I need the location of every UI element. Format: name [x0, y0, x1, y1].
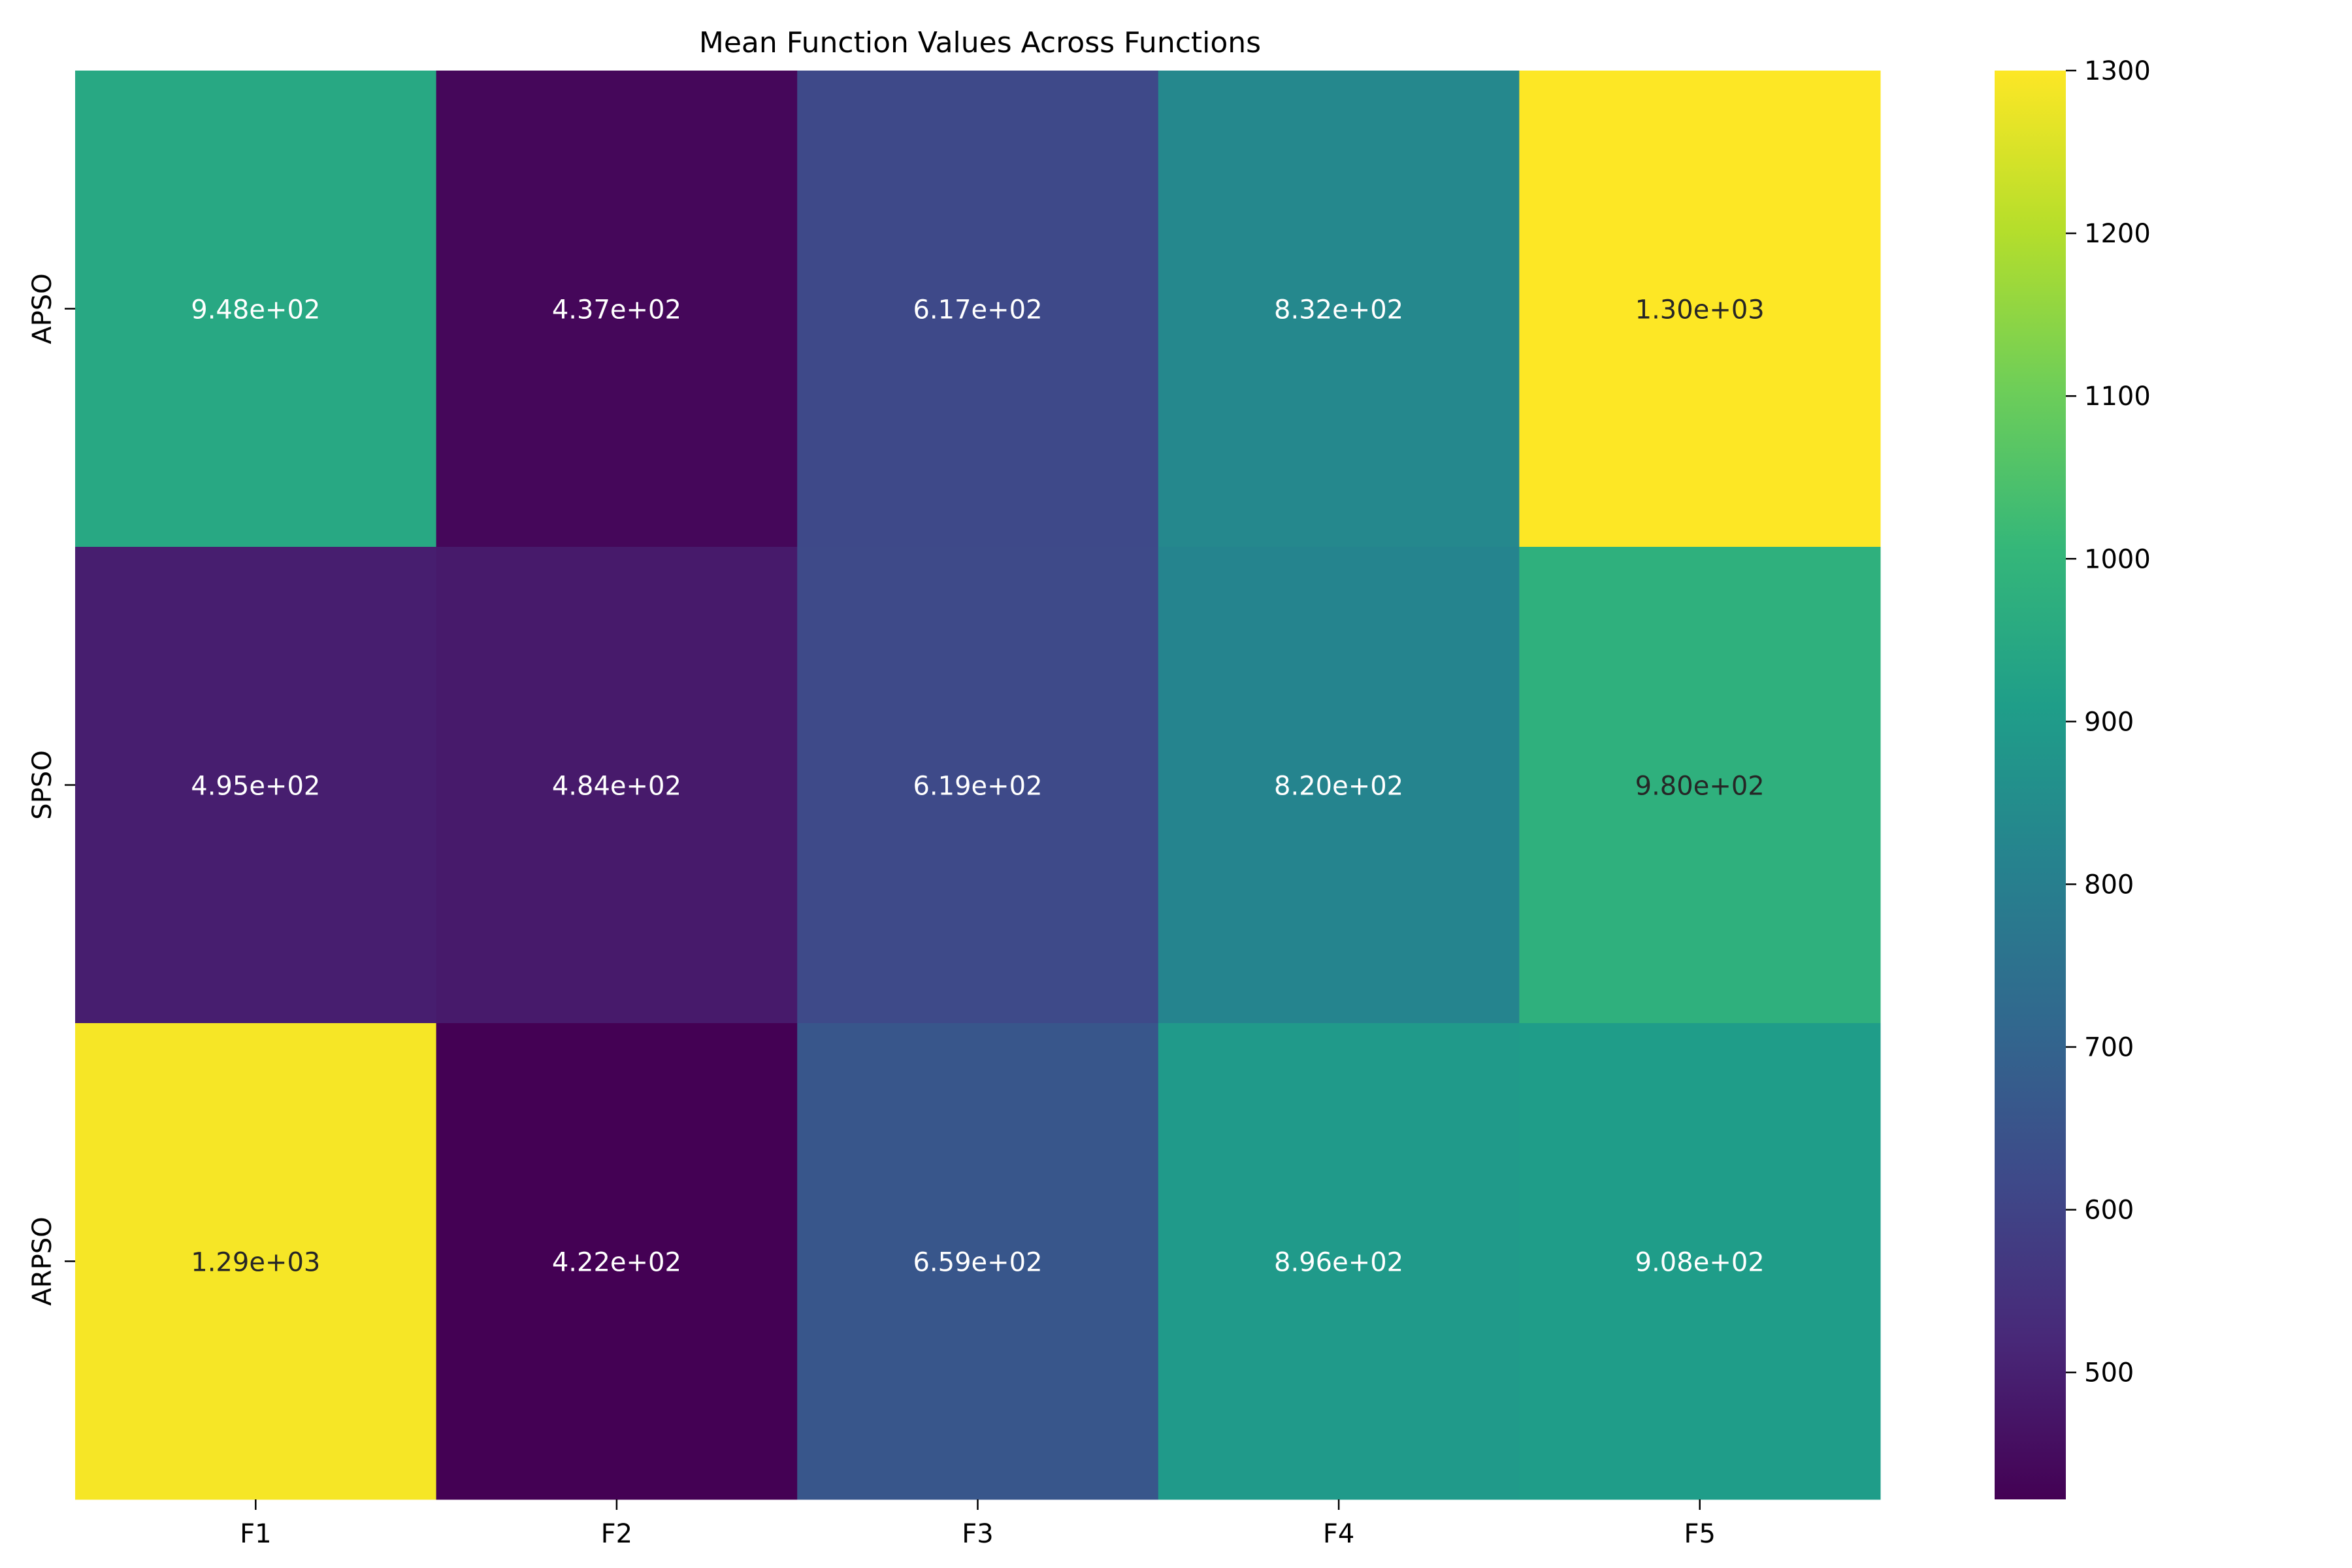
colorbar-tick-label: 900: [2084, 707, 2134, 737]
colorbar-tick-label: 1300: [2084, 56, 2151, 86]
heatmap-cell: [436, 71, 798, 547]
heatmap-cell: [797, 1023, 1159, 1500]
colorbar: 500 600 700 800 900 1000 1100 1200 1300: [1995, 56, 2151, 1499]
cell-value-label: 1.29e+03: [191, 1248, 320, 1278]
heatmap-cell: [75, 547, 437, 1024]
heatmap-cell: [1519, 1023, 1881, 1500]
cell-value-label: 6.59e+02: [913, 1248, 1042, 1278]
cell-annotations: 9.48e+02 4.37e+02 6.17e+02 8.32e+02 1.30e+03…: [191, 295, 1764, 1278]
cell-value-label: 8.32e+02: [1274, 295, 1403, 325]
cell-value-label: 6.17e+02: [913, 295, 1042, 325]
cell-value-label: 1.30e+03: [1635, 295, 1765, 325]
x-tick-label: F2: [601, 1519, 632, 1549]
colorbar-tick-label: 700: [2084, 1033, 2134, 1063]
heatmap-cell: [1519, 547, 1881, 1024]
y-tick-label: SPSO: [27, 750, 57, 819]
colorbar-tick-label: 1100: [2084, 382, 2151, 412]
heatmap-cell: [75, 71, 437, 547]
heatmap-cell: [797, 71, 1159, 547]
heatmap-cell: [1158, 547, 1520, 1024]
colorbar-tick-label: 600: [2084, 1196, 2134, 1226]
cell-value-label: 8.96e+02: [1274, 1248, 1403, 1278]
x-tick-label: F1: [240, 1519, 271, 1549]
colorbar-tick-label: 500: [2084, 1358, 2134, 1388]
cell-value-label: 9.48e+02: [191, 295, 320, 325]
heatmap-cell: [1519, 71, 1881, 547]
heatmap-cells: [75, 71, 1881, 1500]
x-tick-label: F5: [1684, 1519, 1715, 1549]
cell-value-label: 4.37e+02: [552, 295, 681, 325]
heatmap-cell: [436, 547, 798, 1024]
y-axis: APSO SPSO ARPSO: [27, 273, 75, 1306]
cell-value-label: 4.84e+02: [552, 772, 681, 802]
cell-value-label: 4.95e+02: [191, 772, 320, 802]
chart-title: Mean Function Values Across Functions: [699, 26, 1261, 59]
colorbar-tick-label: 1000: [2084, 544, 2151, 574]
heatmap-cell: [75, 1023, 437, 1500]
x-tick-label: F4: [1323, 1519, 1354, 1549]
heatmap-cell: [1158, 71, 1520, 547]
x-tick-label: F3: [962, 1519, 993, 1549]
cell-value-label: 9.08e+02: [1635, 1248, 1765, 1278]
colorbar-gradient: [1995, 71, 2066, 1499]
cell-value-label: 8.20e+02: [1274, 772, 1403, 802]
y-tick-label: ARPSO: [27, 1217, 57, 1305]
x-axis: F1 F2 F3 F4 F5: [240, 1499, 1716, 1549]
heatmap-cell: [1158, 1023, 1520, 1500]
cell-value-label: 9.80e+02: [1635, 772, 1765, 802]
heatmap-cell: [436, 1023, 798, 1500]
y-tick-label: APSO: [27, 273, 57, 344]
colorbar-tick-label: 1200: [2084, 219, 2151, 249]
cell-value-label: 4.22e+02: [552, 1248, 681, 1278]
heatmap-cell: [797, 547, 1159, 1024]
cell-value-label: 6.19e+02: [913, 772, 1042, 802]
colorbar-tick-label: 800: [2084, 870, 2134, 900]
